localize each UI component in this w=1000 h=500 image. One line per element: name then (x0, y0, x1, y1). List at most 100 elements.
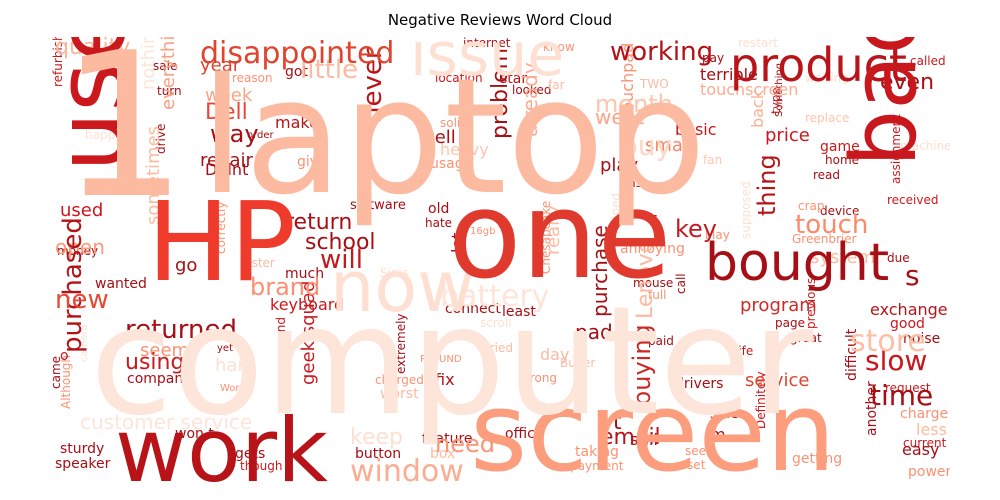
word-1: 1 (60, 37, 188, 243)
word-key: key (675, 215, 718, 243)
word-sturdy: sturdy (60, 441, 105, 457)
word-keep: keep (350, 425, 403, 450)
word-solid: solid (440, 116, 468, 130)
word-waiting: waiting (805, 71, 849, 85)
word-computer: computer (90, 275, 814, 449)
word-power: power (908, 464, 950, 480)
word-hate: hate (425, 216, 453, 230)
word-go: go (175, 255, 198, 276)
word-getting: getting (792, 451, 843, 467)
word-happy: happy (85, 128, 123, 142)
word-good: good (890, 316, 925, 332)
word-order: order (247, 130, 274, 141)
word-didnt: Didnt (205, 160, 249, 179)
word-sale: sale (153, 59, 178, 73)
word-school: school (305, 230, 376, 255)
word-charge: charge (900, 406, 949, 422)
word-even: even (880, 70, 935, 95)
word-return: return (285, 210, 353, 235)
word-location: location (435, 71, 483, 85)
word-buy: buy (620, 129, 673, 162)
word-called: called (910, 54, 946, 68)
word-box: box (430, 446, 456, 462)
word-quality: quality (55, 37, 131, 60)
word-year: year (200, 55, 241, 76)
word-c: c (650, 211, 658, 227)
word-seem: seem (140, 340, 190, 361)
word-store: store (850, 324, 926, 359)
word-touchscreen: touchscreen (700, 80, 799, 99)
word-speaker: speaker (55, 456, 111, 472)
word-machine: machine (900, 139, 950, 153)
word-paid: paid (648, 334, 674, 348)
word-dell: Dell (205, 100, 248, 125)
word-buyer: Buyer (560, 356, 596, 370)
word-supposed: supposed (739, 181, 753, 239)
word-home: home (825, 153, 860, 167)
word-restart: restart (738, 37, 779, 50)
word-fix: fix (435, 370, 455, 389)
word-old: old (428, 201, 450, 217)
word-heavy: heavy (440, 140, 489, 159)
word-wrong: wrong (520, 371, 558, 385)
word-mouse: mouse (633, 276, 674, 290)
word-current: current (903, 436, 947, 450)
word-far: far (548, 78, 565, 92)
word-program: program (740, 295, 817, 316)
word-need: need (435, 430, 495, 458)
word-life: life (735, 344, 754, 358)
word-page: page (775, 316, 805, 330)
word-pad: pad (575, 320, 613, 344)
word-play: play (600, 155, 639, 176)
word-tried: tried (485, 341, 513, 355)
word-charged: charged (375, 373, 424, 387)
word-worst: worst (380, 386, 419, 402)
word-give: give (297, 154, 327, 170)
word-laptop: laptop (200, 43, 707, 230)
word-payment: payment (570, 459, 624, 473)
word-looked: looked (512, 83, 552, 97)
word-less: less (916, 420, 947, 439)
word-issue: issue (410, 37, 565, 90)
word-faster: faster (240, 256, 275, 270)
word-product: product (730, 38, 907, 92)
word-got: got (285, 64, 308, 80)
word-office: office (505, 426, 544, 442)
word-disappointed: disappointed (200, 37, 395, 71)
word-due: due (887, 251, 910, 265)
word-though: though (240, 459, 283, 473)
word-scroll: scroll (480, 316, 512, 330)
word-last: last (625, 176, 647, 190)
word-slow: slow (865, 344, 928, 377)
word-exchange: exchange (870, 300, 948, 319)
word-easy: easy (902, 440, 940, 459)
word-basic: basic (675, 120, 717, 139)
word-crap: crap (798, 199, 825, 213)
word-drivers: drivers (675, 376, 724, 392)
word-o: o (60, 348, 69, 364)
word-time: time (870, 379, 934, 412)
word-working: working (610, 37, 714, 67)
word-star: star (500, 71, 528, 87)
word-two: TWO (640, 77, 669, 91)
word-month: month (595, 90, 673, 118)
word-16gb: 16gb (470, 226, 496, 237)
word-hard: hard (215, 355, 256, 376)
word-bought: bought (705, 233, 890, 293)
word-gets: gets (235, 446, 266, 462)
word-one: one (448, 167, 672, 306)
word-greenbrier: Greenbrier (792, 232, 857, 246)
word-device: device (820, 204, 860, 218)
word-refund: REFUND (420, 354, 462, 365)
word-day: day (540, 345, 570, 364)
word-received: received (887, 193, 939, 207)
word-bad: bad (832, 37, 937, 167)
word-annoying: annoying (620, 241, 685, 257)
word-t: t (613, 410, 622, 435)
word-won-t: won t (175, 426, 214, 442)
word-cloud: laptopcomputeronescreenHPusebadwork1boug… (50, 37, 950, 487)
word-thing: thing (753, 154, 781, 216)
word-company: company (127, 371, 192, 387)
word-terrible: terrible (700, 65, 758, 84)
